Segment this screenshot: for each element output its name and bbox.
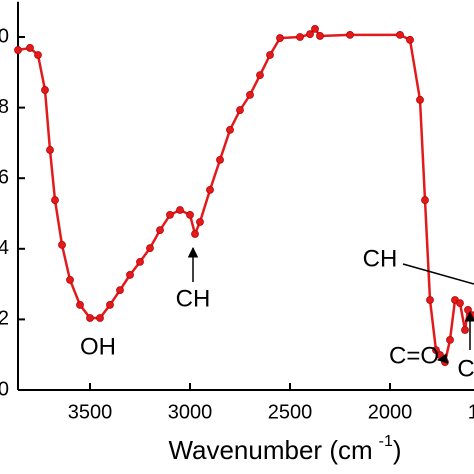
data-point [34, 51, 42, 59]
x-tick-label: 3500 [68, 401, 113, 423]
y-tick-label: 0.4 [0, 237, 9, 259]
data-point [116, 286, 124, 295]
data-point [106, 301, 114, 309]
data-point [346, 30, 354, 39]
data-point [66, 275, 74, 284]
y-tick-label: 0.0 [0, 378, 9, 400]
data-point [256, 71, 264, 80]
x-tick-label: 3000 [168, 401, 213, 423]
x-tick-label: 2000 [368, 401, 413, 423]
data-point [86, 314, 94, 322]
data-point [51, 196, 59, 204]
data-point [156, 226, 164, 234]
data-point [421, 196, 429, 204]
x-axis-label: Wavenumber (cm -1) [168, 433, 401, 465]
data-point [26, 44, 34, 52]
data-point [126, 271, 134, 279]
data-point [266, 51, 274, 59]
y-tick-label: 0.6 [0, 166, 9, 188]
annotation: OH [80, 333, 116, 360]
y-tick-label: 0.2 [0, 308, 9, 330]
x-label-suffix: ) [393, 435, 402, 465]
data-point [206, 185, 214, 194]
data-point [246, 90, 254, 99]
data-point [196, 218, 204, 226]
spectrum-line [17, 26, 473, 366]
data-point [426, 296, 434, 304]
data-point [14, 46, 22, 54]
x-tick-label: 1500 [468, 401, 474, 423]
data-point [216, 155, 224, 164]
y-tick-label: 0.8 [0, 96, 9, 118]
data-point [432, 346, 440, 355]
data-point [416, 95, 424, 104]
x-label-text: Wavenumber (cm [168, 435, 372, 465]
data-point [316, 32, 324, 40]
data-point [176, 206, 184, 214]
data-point [76, 301, 84, 309]
annotation: CH [176, 285, 211, 312]
y-tick-label: 1.0 [0, 25, 9, 47]
data-point [406, 35, 414, 44]
data-point [136, 257, 144, 266]
data-point [146, 244, 154, 252]
data-point [396, 30, 404, 39]
x-tick-label: 2500 [268, 401, 313, 423]
data-point [446, 335, 454, 344]
data-point [276, 34, 284, 42]
data-point [58, 241, 66, 249]
x-label-sup: -1 [379, 433, 393, 450]
data-point [226, 125, 234, 134]
annotation: C=O [389, 342, 439, 369]
data-point [296, 33, 304, 41]
annotation: C [457, 355, 474, 382]
data-point [236, 106, 244, 114]
data-point [456, 299, 464, 308]
data-point [461, 326, 469, 334]
data-point [46, 146, 54, 154]
data-point [191, 230, 199, 238]
data-point [166, 211, 174, 219]
data-point [41, 86, 49, 94]
annotation-arrow [436, 353, 449, 364]
data-point [311, 24, 319, 33]
annotation-arrow [402, 263, 474, 285]
data-point [186, 211, 194, 219]
annotation: CH [363, 245, 398, 272]
data-point [306, 30, 314, 39]
data-point [96, 314, 104, 322]
